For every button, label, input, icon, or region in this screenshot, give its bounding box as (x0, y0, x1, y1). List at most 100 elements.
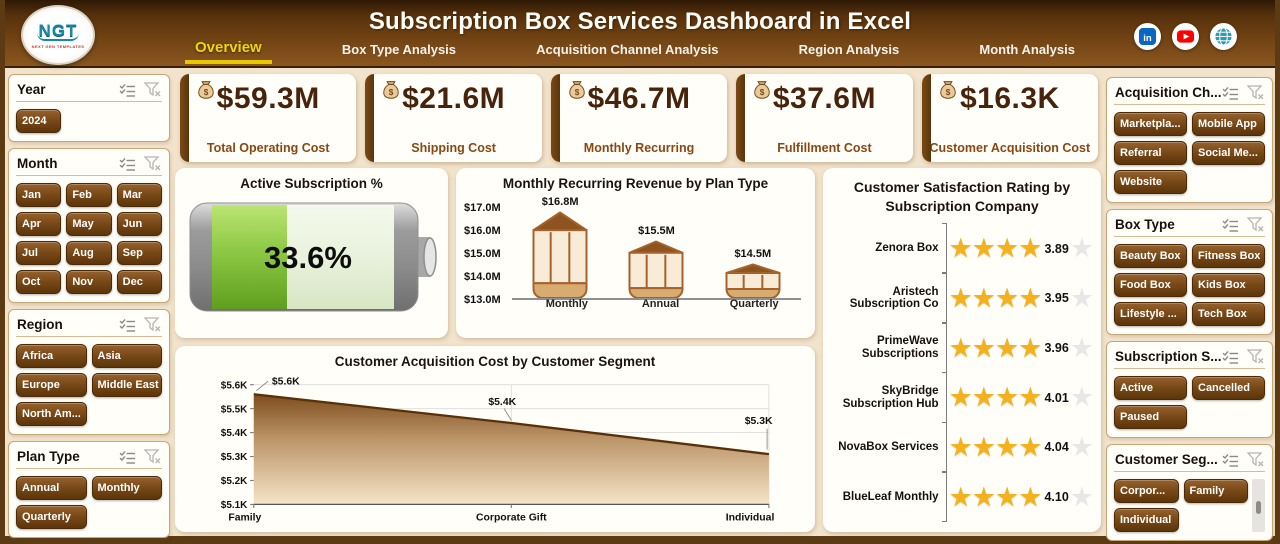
clear-filter-icon[interactable] (1247, 349, 1264, 364)
globe-icon[interactable] (1210, 23, 1237, 50)
rating-row-primewave-subscriptions: PrimeWave Subscriptions ★ ★ ★ ★ 3.96 ★ (829, 322, 1094, 373)
star-icon-empty: ★ (1069, 431, 1094, 462)
slicer-scrollbar[interactable] (1252, 479, 1265, 532)
star-icon-empty: ★ (1069, 332, 1094, 363)
kpi-label: Monthly Recurring (583, 140, 695, 155)
battery-gauge: 33.6% (175, 191, 448, 319)
hand-coins-icon: $ (751, 79, 773, 106)
filter-button-kids-box[interactable]: Kids Box (1192, 273, 1265, 297)
clear-filter-icon[interactable] (144, 449, 161, 464)
filter-button-mobile-app[interactable]: Mobile App (1192, 112, 1265, 136)
filter-button-nov[interactable]: Nov (66, 270, 112, 294)
slicer-title: Year (17, 82, 46, 97)
mrr-by-plan-chart-panel: Monthly Recurring Revenue by Plan Type $… (456, 168, 815, 338)
filter-button-cancelled[interactable]: Cancelled (1192, 376, 1265, 400)
clear-filter-icon[interactable] (144, 317, 161, 332)
y-axis-tick: $16.0M (464, 225, 501, 237)
multiselect-icon[interactable] (119, 157, 136, 171)
filter-button-apr[interactable]: Apr (16, 212, 62, 236)
filter-button-oct[interactable]: Oct (16, 270, 62, 294)
filter-button-paused[interactable]: Paused (1114, 405, 1187, 429)
star-icon: ★ (1018, 481, 1042, 512)
company-label: Zenora Box (875, 242, 939, 255)
clear-filter-icon[interactable] (1247, 452, 1264, 467)
filter-button-jun[interactable]: Jun (116, 212, 162, 236)
multiselect-icon[interactable] (119, 318, 136, 332)
filter-button-2024[interactable]: 2024 (16, 109, 62, 133)
filter-button-tech-box[interactable]: Tech Box (1192, 302, 1265, 326)
multiselect-icon[interactable] (119, 450, 136, 464)
filter-button-jan[interactable]: Jan (16, 183, 62, 207)
cac-area-chart: $5.6K $5.5K $5.4K $5.3K $5.2K $5.1K $5.6K $5.4K… (183, 372, 807, 528)
star-icon: ★ (971, 332, 996, 363)
svg-text:Individual: Individual (726, 513, 775, 524)
bar-monthly: $16.8M (512, 196, 608, 298)
kpi-label: Fulfillment Cost (777, 140, 872, 155)
kpi-row: $ $59.3M Total Operating Cost $ $21.6M Shippi… (180, 74, 1099, 162)
filter-button-website[interactable]: Website (1114, 170, 1187, 194)
clear-filter-icon[interactable] (144, 82, 161, 97)
filter-button-fitness-box[interactable]: Fitness Box (1192, 244, 1265, 268)
star-icon: ★ (948, 233, 973, 264)
filter-button-referral[interactable]: Referral (1114, 141, 1187, 165)
svg-text:$: $ (575, 88, 580, 97)
filter-button-middle-east[interactable]: Middle East (91, 373, 162, 397)
filter-button-dec[interactable]: Dec (116, 270, 162, 294)
multiselect-icon[interactable] (119, 83, 136, 97)
filter-button-marketpla[interactable]: Marketpla... (1114, 112, 1187, 136)
filter-button-beauty-box[interactable]: Beauty Box (1114, 244, 1187, 268)
tab-overview[interactable]: Overview (185, 35, 272, 64)
filter-button-mar[interactable]: Mar (116, 183, 162, 207)
filter-button-social-me[interactable]: Social Me... (1192, 141, 1265, 165)
multiselect-icon[interactable] (1222, 350, 1239, 364)
svg-text:$5.4K: $5.4K (488, 397, 516, 408)
clear-filter-icon[interactable] (1247, 217, 1264, 232)
bar-quarterly: $14.5M (705, 248, 801, 298)
rating-value: 3.89 (1044, 241, 1069, 256)
filter-button-jul[interactable]: Jul (16, 241, 62, 265)
filter-button-lifestyle[interactable]: Lifestyle ... (1114, 302, 1187, 326)
filter-button-quarterly[interactable]: Quarterly (16, 505, 87, 529)
multiselect-icon[interactable] (1222, 453, 1239, 467)
multiselect-icon[interactable] (1222, 218, 1239, 232)
filter-button-north-am[interactable]: North Am... (16, 402, 87, 426)
filter-button-asia[interactable]: Asia (91, 344, 162, 368)
multiselect-icon[interactable] (1222, 86, 1239, 100)
axis-line (941, 371, 947, 423)
filter-button-corpor[interactable]: Corpor... (1114, 479, 1179, 503)
main-content: $ $59.3M Total Operating Cost $ $21.6M Shippi… (175, 72, 1101, 532)
star-icon: ★ (995, 382, 1019, 413)
filter-button-aug[interactable]: Aug (66, 241, 112, 265)
filter-button-annual[interactable]: Annual (16, 476, 87, 500)
gauge-title: Active Subscription % (240, 176, 383, 191)
clear-filter-icon[interactable] (144, 156, 161, 171)
tab-box-type-analysis[interactable]: Box Type Analysis (341, 42, 457, 57)
filter-button-europe[interactable]: Europe (16, 373, 87, 397)
tab-month-analysis[interactable]: Month Analysis (979, 42, 1075, 57)
tab-region-analysis[interactable]: Region Analysis (798, 42, 900, 57)
tab-acquisition-channel-analysis[interactable]: Acquisition Channel Analysis (536, 42, 719, 57)
filter-button-may[interactable]: May (66, 212, 112, 236)
star-icon: ★ (1018, 282, 1042, 313)
filter-button-africa[interactable]: Africa (16, 344, 87, 368)
rating-row-zenora-box: Zenora Box ★ ★ ★ ★ 3.89 ★ (829, 222, 1094, 274)
filter-button-family[interactable]: Family (1183, 479, 1248, 503)
left-filter-column: Year 2024 Month Jan Feb Mar Apr May Jun Jul Aug Sep… (8, 74, 170, 538)
bar-data-label: $14.5M (734, 248, 772, 260)
filter-button-feb[interactable]: Feb (66, 183, 112, 207)
filter-button-food-box[interactable]: Food Box (1114, 273, 1187, 297)
svg-text:$5.6K: $5.6K (221, 380, 248, 391)
filter-button-monthly[interactable]: Monthly (91, 476, 162, 500)
rating-row-novabox-services: NovaBox Services ★ ★ ★ ★ 4.04 ★ (829, 421, 1094, 473)
filter-button-sep[interactable]: Sep (116, 241, 162, 265)
clear-filter-icon[interactable] (1247, 85, 1264, 100)
filter-button-individual[interactable]: Individual (1114, 508, 1179, 532)
filter-button-active[interactable]: Active (1114, 376, 1187, 400)
youtube-icon[interactable] (1172, 23, 1199, 50)
social-links: in (1134, 23, 1237, 50)
cash-icon: $ (566, 79, 588, 106)
nav-tabs: Overview Box Type Analysis Acquisition Cha… (185, 35, 1085, 64)
rating-row-aristech-subscription-co: Aristech Subscription Co ★ ★ ★ ★ 3.95 ★ (829, 272, 1094, 324)
linkedin-icon[interactable]: in (1134, 23, 1161, 50)
bar-annual: $15.5M (608, 225, 704, 298)
